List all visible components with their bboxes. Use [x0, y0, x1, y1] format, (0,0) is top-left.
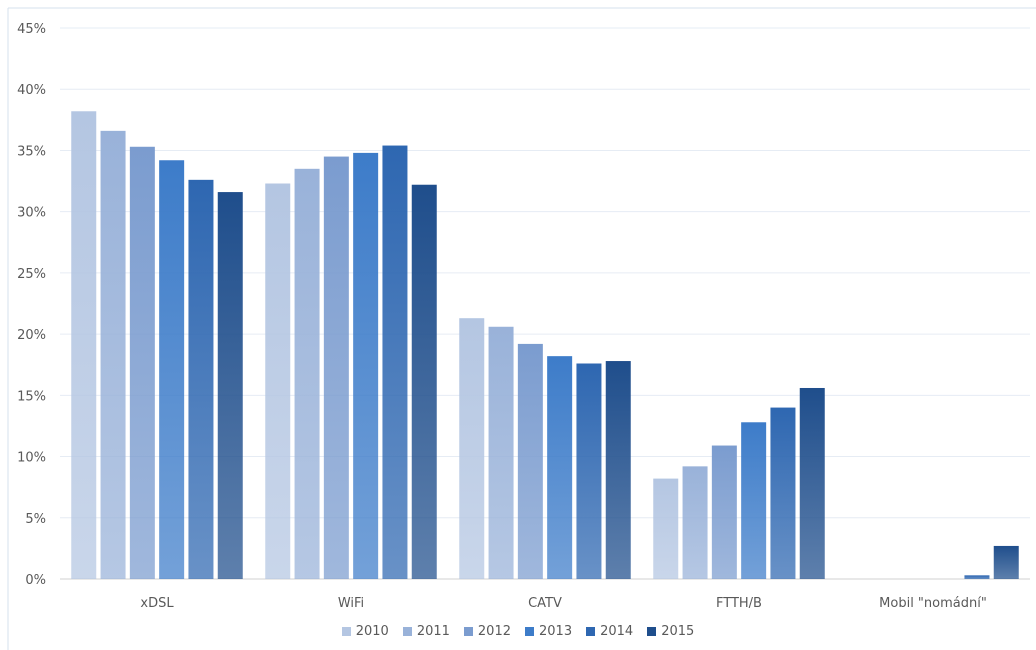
legend-label: 2013 [539, 624, 573, 639]
x-tick-label: xDSL [140, 596, 174, 611]
x-tick-label: FTTH/B [716, 596, 762, 611]
legend-item: 2010 [341, 624, 389, 639]
bar [488, 326, 514, 579]
y-tick-label: 30% [17, 206, 46, 221]
legend-swatch [586, 627, 596, 636]
legend-swatch [647, 627, 657, 636]
legend-label: 2015 [661, 624, 695, 639]
legend-item: 2015 [647, 624, 694, 639]
bar [964, 575, 990, 579]
bar [217, 192, 243, 579]
y-tick-label: 15% [17, 389, 46, 404]
bar [353, 152, 379, 580]
bar [770, 407, 796, 579]
y-tick-label: 20% [17, 328, 46, 343]
legend-label: 2011 [416, 624, 450, 639]
bar [799, 387, 825, 579]
bar [294, 168, 320, 580]
y-tick-label: 5% [25, 512, 46, 527]
bar [71, 111, 97, 580]
y-tick-label: 10% [17, 451, 46, 466]
legend: 2010 2011 2012 2013 2014 2015 [0, 624, 1036, 639]
y-tick-label: 45% [17, 22, 46, 37]
bar [517, 343, 543, 579]
bar [653, 478, 679, 579]
bar [382, 145, 408, 579]
legend-item: 2011 [402, 624, 450, 639]
bar [605, 361, 631, 579]
x-tick-label: Mobil "nomádní" [879, 596, 987, 611]
bars [71, 111, 1019, 580]
bar [411, 184, 437, 579]
legend-swatch [525, 627, 534, 636]
legend-item: 2013 [525, 624, 572, 639]
bar [741, 422, 767, 579]
bar [100, 130, 126, 579]
bar [459, 318, 485, 579]
bar [323, 156, 349, 580]
legend-label: 2010 [355, 624, 389, 639]
bar [265, 183, 291, 579]
legend-swatch [341, 627, 351, 636]
bar [159, 160, 185, 580]
legend-label: 2012 [477, 624, 511, 639]
legend-swatch [463, 627, 473, 636]
y-tick-label: 0% [25, 573, 46, 588]
bar [711, 445, 737, 579]
y-tick-label: 25% [17, 267, 46, 282]
legend-item: 2012 [463, 624, 511, 639]
legend-swatch [402, 627, 412, 636]
bar [576, 363, 602, 579]
y-tick-label: 35% [17, 144, 46, 159]
bar [188, 179, 214, 579]
bar [993, 545, 1019, 579]
y-tick-label: 40% [17, 83, 46, 98]
x-tick-label: WiFi [338, 596, 364, 611]
legend-item: 2014 [586, 624, 633, 639]
x-axis: xDSL WiFi CATV FTTH/B Mobil "nomádní" [140, 596, 986, 611]
y-axis: 0% 5% 10% 15% 20% 25% 30% 35% 40% 45% [17, 22, 46, 588]
bar [129, 146, 155, 579]
bar [547, 356, 573, 579]
legend-label: 2014 [600, 624, 634, 639]
x-tick-label: CATV [528, 596, 562, 611]
bar [682, 466, 708, 579]
